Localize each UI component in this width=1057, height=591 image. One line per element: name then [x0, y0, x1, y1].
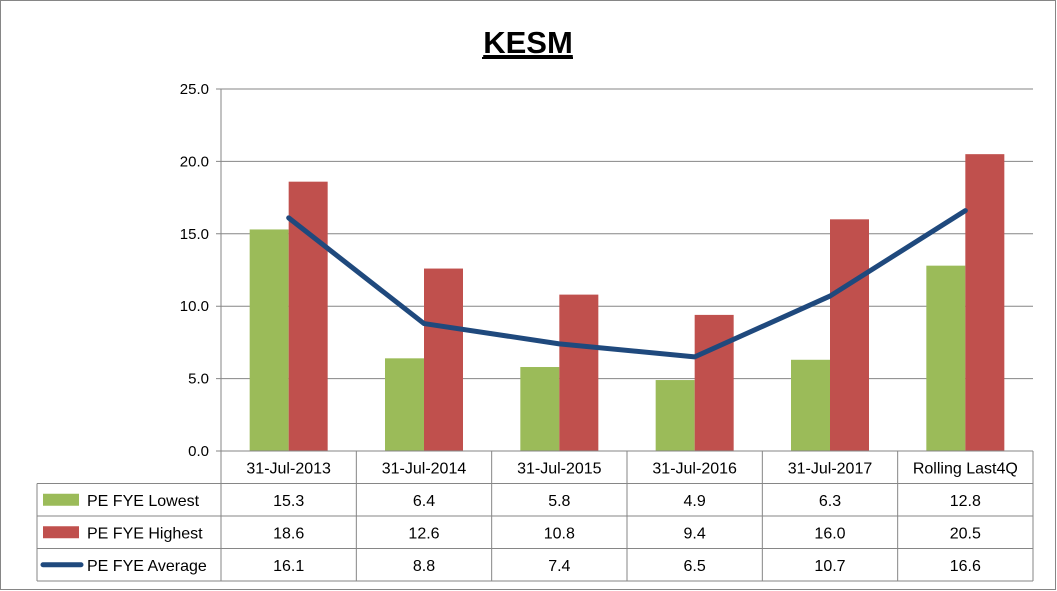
x-tick-label: 31-Jul-2014 — [382, 460, 467, 477]
y-axis: 0.0 5.0 10.0 15.0 20.0 25.0 — [180, 81, 222, 460]
line-series — [286, 208, 968, 360]
x-tick-label: 31-Jul-2016 — [652, 460, 737, 477]
y-tick-label: 25.0 — [180, 81, 209, 98]
bars — [249, 154, 1005, 451]
data-label: 16.0 — [814, 525, 845, 542]
data-label: 12.6 — [408, 525, 439, 542]
data-table: 31-Jul-2013 31-Jul-2014 31-Jul-2015 31-Jul-… — [36, 450, 1034, 582]
data-label: 8.8 — [413, 558, 435, 575]
bar-pe-fye-highest — [965, 154, 1005, 451]
chart-title: KESM — [483, 25, 573, 60]
data-label: 18.6 — [273, 525, 304, 542]
x-tick-label: 31-Jul-2017 — [788, 460, 873, 477]
data-label: 6.3 — [819, 493, 841, 510]
bar-pe-fye-highest — [694, 314, 734, 451]
data-label: 12.8 — [950, 493, 981, 510]
data-label: 16.1 — [273, 558, 304, 575]
bar-pe-fye-lowest — [655, 380, 695, 451]
x-tick-label: 31-Jul-2013 — [246, 460, 331, 477]
legend-label: PE FYE Average — [87, 558, 207, 575]
data-label: 6.5 — [684, 558, 706, 575]
data-label: 10.8 — [544, 525, 575, 542]
data-label: 9.4 — [684, 525, 706, 542]
data-label: 16.6 — [950, 558, 981, 575]
bar-pe-fye-highest — [830, 219, 869, 451]
legend-label: PE FYE Highest — [87, 525, 203, 542]
y-tick-label: 20.0 — [180, 153, 209, 170]
legend-key — [43, 493, 79, 506]
x-tick-label: 31-Jul-2015 — [517, 460, 602, 477]
data-label: 6.4 — [413, 493, 435, 510]
x-tick-label: Rolling Last4Q — [913, 460, 1018, 477]
bar-pe-fye-lowest — [791, 359, 830, 451]
y-tick-label: 5.0 — [188, 371, 209, 388]
data-label: 7.4 — [548, 558, 570, 575]
y-tick-label: 15.0 — [180, 226, 209, 243]
bar-pe-fye-lowest — [385, 358, 424, 451]
data-label: 15.3 — [273, 493, 304, 510]
data-label: 10.7 — [814, 558, 845, 575]
bar-pe-fye-lowest — [520, 367, 560, 451]
y-tick-label: 10.0 — [180, 298, 209, 315]
bar-pe-fye-highest — [288, 181, 328, 451]
legend-key — [43, 526, 79, 539]
data-label: 5.8 — [548, 493, 570, 510]
bar-pe-fye-lowest — [926, 265, 966, 451]
bar-pe-fye-highest — [424, 268, 463, 451]
data-label: 4.9 — [684, 493, 706, 510]
legend-label: PE FYE Lowest — [87, 493, 200, 510]
bar-pe-fye-lowest — [249, 229, 289, 451]
bar-pe-fye-highest — [559, 294, 599, 451]
average-line — [286, 208, 968, 360]
y-tick-label: 0.0 — [188, 443, 209, 460]
data-label: 20.5 — [950, 525, 981, 542]
